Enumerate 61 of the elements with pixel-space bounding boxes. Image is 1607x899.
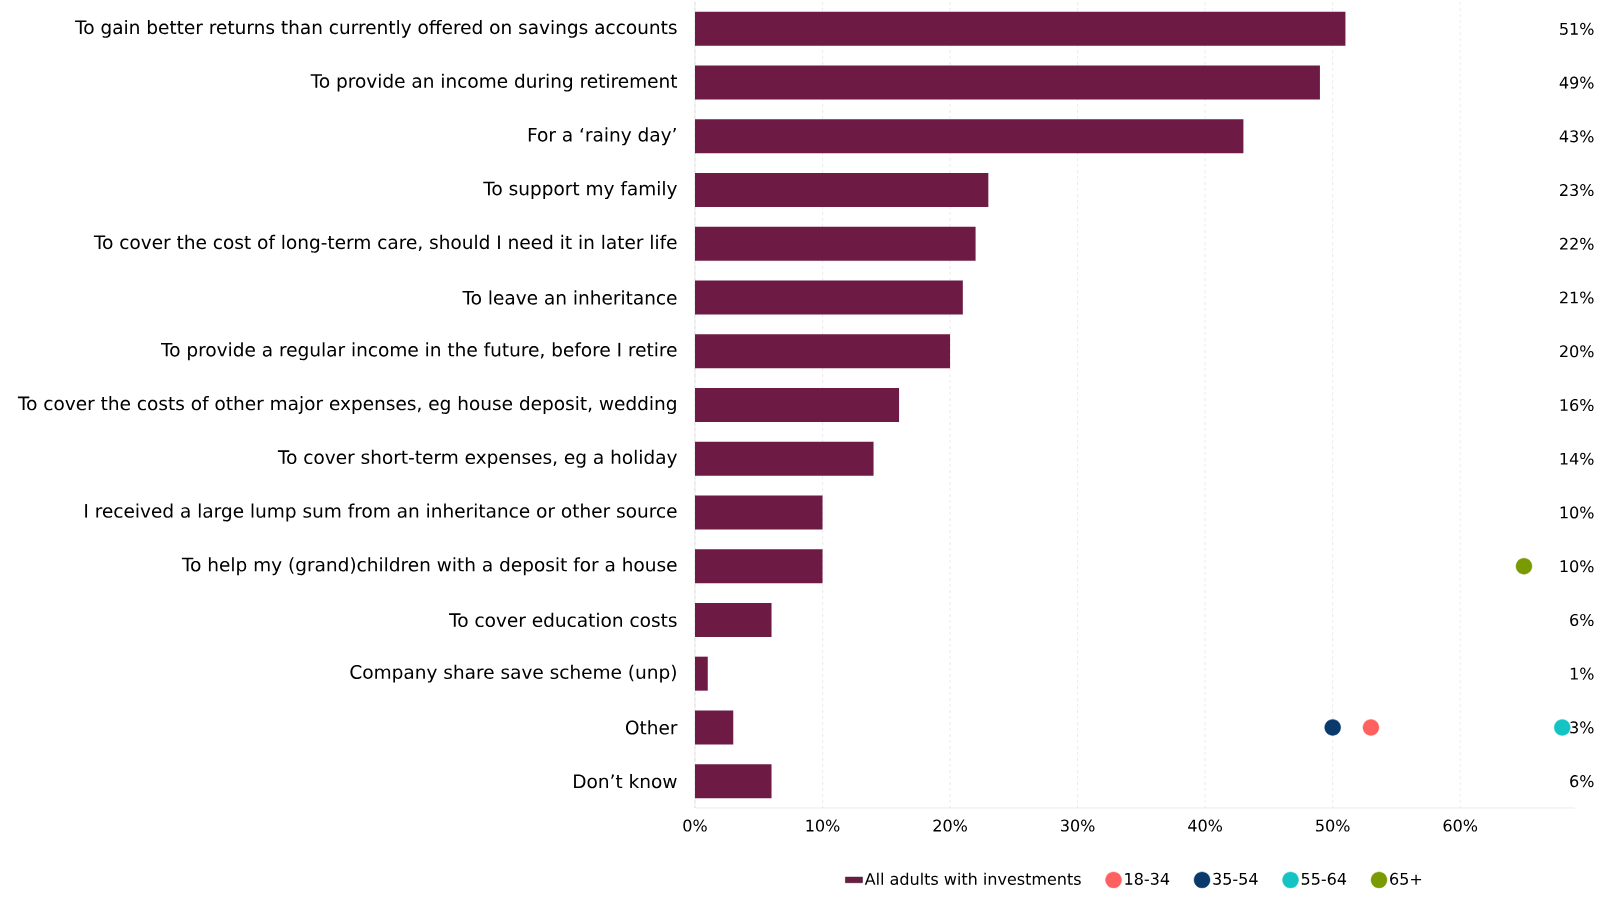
y-tick-label: Company share save scheme (unp) xyxy=(350,664,676,683)
bar xyxy=(695,280,963,315)
x-tick-label: 10% xyxy=(806,819,840,832)
bar xyxy=(695,226,976,261)
data-label: 1% xyxy=(1570,667,1594,680)
bar xyxy=(695,764,772,799)
data-label: 51% xyxy=(1560,22,1594,35)
data-label: 21% xyxy=(1560,291,1594,304)
bar xyxy=(695,334,951,369)
bar xyxy=(695,656,708,691)
data-label: 20% xyxy=(1560,345,1594,358)
x-tick-label: 40% xyxy=(1188,819,1223,832)
legend-label: 55-64 xyxy=(1301,872,1347,885)
bar xyxy=(695,173,989,208)
point xyxy=(1324,719,1341,736)
x-tick-label: 60% xyxy=(1443,819,1478,832)
data-label: 6% xyxy=(1570,775,1594,788)
y-tick-label: To support my family xyxy=(483,181,677,200)
y-tick-label: To cover the costs of other major expenses, eg house deposit, wedding xyxy=(17,396,676,414)
y-tick-label: To leave an inheritance xyxy=(462,290,677,305)
y-tick-label: Don’t know xyxy=(574,773,677,789)
data-label: 3% xyxy=(1570,721,1594,734)
y-tick-label: To provide an income during retirement xyxy=(310,73,678,92)
data-label: 10% xyxy=(1560,560,1594,573)
data-label: 23% xyxy=(1560,184,1594,197)
bar xyxy=(695,65,1320,100)
legend-label: All adults with investments xyxy=(864,872,1081,886)
point xyxy=(1554,719,1571,736)
bar xyxy=(695,549,823,584)
point xyxy=(1362,719,1380,736)
bar xyxy=(695,495,823,530)
legend-label: 65+ xyxy=(1390,872,1422,885)
x-tick-label: 0% xyxy=(683,819,707,832)
data-label: 10% xyxy=(1560,506,1594,519)
bar xyxy=(695,441,874,476)
bar xyxy=(695,602,772,637)
data-label: 16% xyxy=(1560,398,1594,412)
data-label: 49% xyxy=(1559,76,1594,89)
data-label: 14% xyxy=(1560,452,1594,465)
y-tick-label: For a ‘rainy day’ xyxy=(528,127,676,146)
legend-label: 35-54 xyxy=(1213,872,1258,885)
y-tick-label: To help my (grand)children with a deposit for a house xyxy=(181,557,677,576)
x-tick-label: 30% xyxy=(1061,819,1095,832)
y-tick-label: To cover short-term expenses, eg a holiday xyxy=(277,449,677,468)
data-label: 22% xyxy=(1560,237,1594,250)
x-tick-label: 20% xyxy=(933,819,967,832)
point xyxy=(1515,558,1533,575)
data-label: 6% xyxy=(1570,613,1594,626)
data-label: 43% xyxy=(1559,130,1594,143)
y-tick-label: To cover education costs xyxy=(449,612,677,628)
y-tick-label: To provide a regular income in the future, before I retire xyxy=(160,342,677,361)
legend-label: 18-34 xyxy=(1125,872,1170,885)
x-tick-label: 50% xyxy=(1316,819,1350,832)
bar xyxy=(695,119,1244,154)
bar xyxy=(695,11,1346,46)
bar xyxy=(695,710,734,745)
y-tick-label: I received a large lump sum from an inheritance or other source xyxy=(85,503,677,522)
y-tick-label: To cover the cost of long-term care, should I need it in later life xyxy=(93,234,677,253)
y-tick-label: To gain better returns than currently offered on savings accounts xyxy=(75,19,677,38)
bar xyxy=(695,388,900,422)
y-tick-label: Other xyxy=(625,720,678,735)
